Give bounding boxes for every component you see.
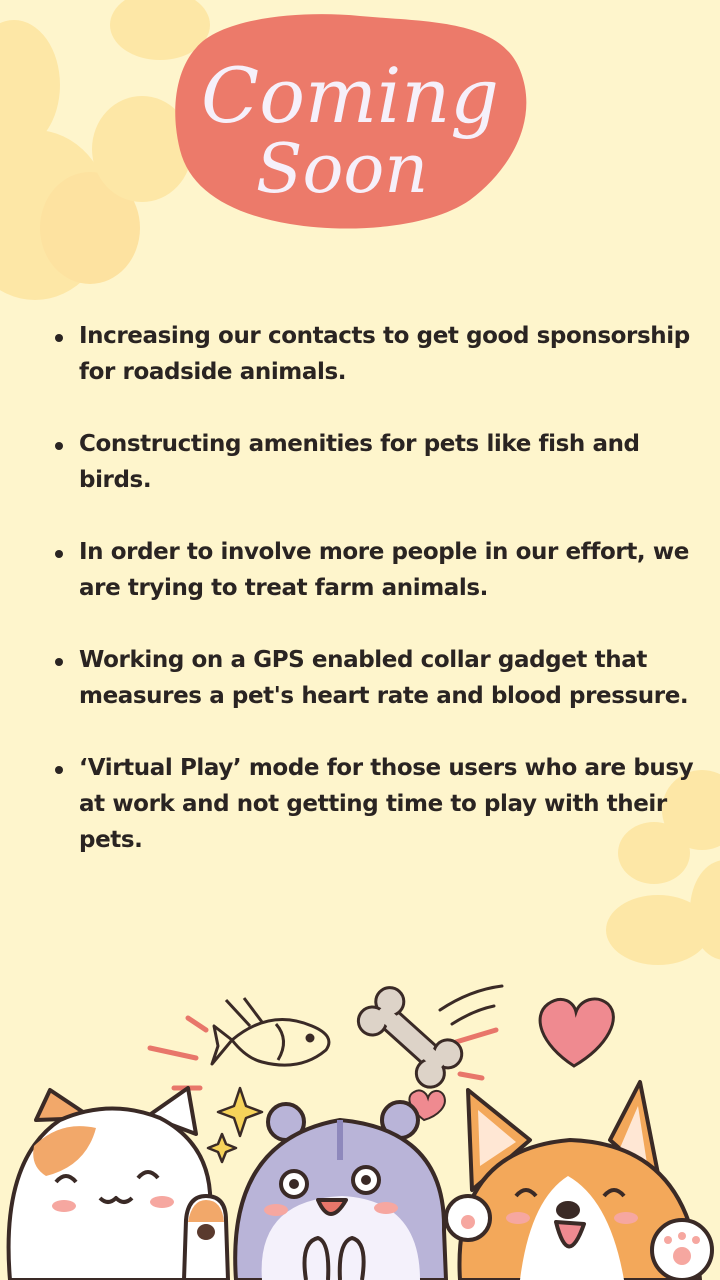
hamster-icon <box>233 1100 448 1280</box>
cat-icon <box>6 1086 213 1280</box>
corgi-icon <box>457 1080 702 1280</box>
sparkle-icon <box>206 1086 264 1164</box>
pets-illustration <box>6 984 714 1280</box>
list-item: Constructing amenities for pets like fis… <box>46 426 696 498</box>
title-line-1: Coming <box>201 51 499 140</box>
heart-icon <box>538 997 615 1068</box>
list-item: In order to involve more people in our e… <box>46 534 696 606</box>
motion-lines-icon <box>147 1015 499 1091</box>
list-item: Increasing our contacts to get good spon… <box>46 318 696 390</box>
title-blob <box>175 14 527 229</box>
page-title: Coming Soon <box>201 51 499 209</box>
list-item: ‘Virtual Play’ mode for those users who … <box>46 750 696 858</box>
paw-icon <box>181 1193 231 1280</box>
feature-list: Increasing our contacts to get good spon… <box>46 318 696 894</box>
fish-icon <box>210 997 331 1067</box>
title-line-2: Soon <box>256 130 428 209</box>
bone-icon <box>356 986 464 1089</box>
bone-motion-lines-icon <box>438 984 504 1026</box>
corgi-paw-icon <box>444 1194 714 1280</box>
list-item: Working on a GPS enabled collar gadget t… <box>46 642 696 714</box>
